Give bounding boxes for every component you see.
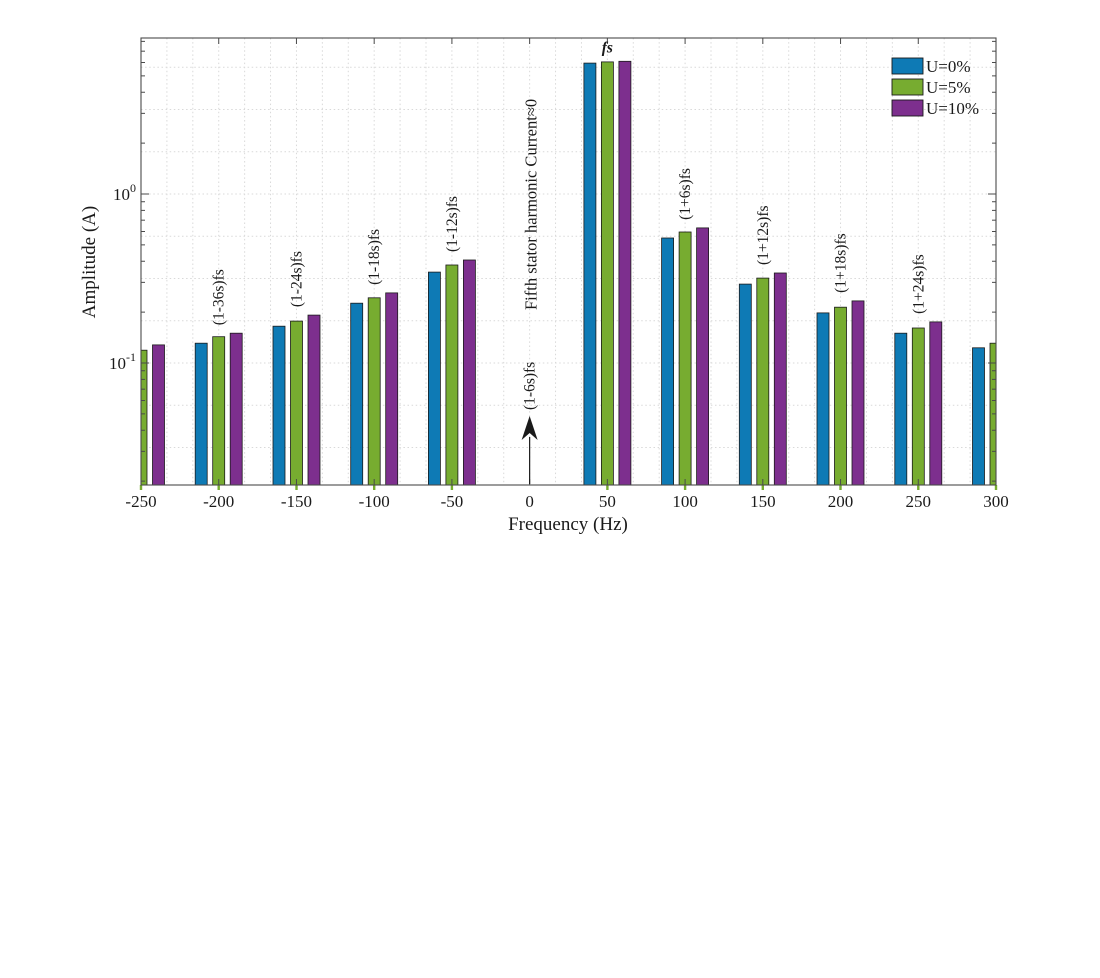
tick-layer: -250 -200 -150 -100 -50 0 50 100 150 200 250 300 100…: [109, 38, 1009, 511]
harmonic-label--50hz: (1-12s)fs: [444, 196, 461, 252]
axes-box: [140, 37, 997, 486]
x-tick-label-100: 100: [672, 492, 698, 511]
harmonic-label--150hz: (1-24s)fs: [289, 251, 306, 307]
bar-U10--100hz: [385, 292, 399, 485]
bar-U5-150hz: [756, 277, 770, 485]
y-tick-label-1e0: 100: [113, 181, 136, 204]
bar-U0--100hz: [350, 302, 364, 485]
x-axis-title: Frequency (Hz): [508, 514, 628, 535]
bar-base-notch: [917, 485, 920, 490]
harmonic-label-100hz: (1+6s)fs: [677, 168, 694, 220]
harmonic-label-150hz: (1+12s)fs: [755, 205, 772, 265]
bar-U5--250hz: [141, 349, 148, 485]
x-tick-label-50: 50: [599, 492, 616, 511]
bar-U10-250hz: [929, 321, 943, 485]
harmonic-label-200hz: (1+18s)fs: [833, 233, 850, 293]
bar-base-notch: [217, 485, 220, 490]
bar-U5--150hz: [290, 320, 303, 485]
annotation-arrow-head: [521, 416, 538, 440]
annotation-layer: fs (1-6s)fs Fifth stator harmonic Current≈…: [521, 39, 613, 484]
bar-base-notch: [606, 485, 609, 490]
legend: U=0% U=5% U=10%: [891, 57, 979, 118]
x-tick-label--200: -200: [203, 492, 234, 511]
x-tick-label--150: -150: [281, 492, 312, 511]
x-tick-label--50: -50: [441, 492, 464, 511]
x-tick-label--100: -100: [359, 492, 390, 511]
harmonic-label--100hz: (1-18s)fs: [366, 229, 383, 285]
arrow-label-1-6s-fs: (1-6s)fs: [522, 362, 539, 410]
plot-frame: [139, 37, 998, 490]
bar-U10--200hz: [229, 332, 243, 485]
x-tick-label-0: 0: [525, 492, 534, 511]
legend-swatch-U10: [891, 99, 924, 117]
bar-U5--50hz: [445, 264, 459, 485]
bar-U5-100hz: [678, 231, 692, 485]
bar-base-notch: [139, 485, 143, 490]
x-tick-label-250: 250: [906, 492, 932, 511]
y-tick-label-1e-1: 10-1: [109, 350, 136, 373]
bar-U10-100hz: [696, 227, 709, 485]
bar-base-notch: [295, 485, 298, 490]
bar-U5-50hz: [601, 61, 614, 485]
bar-U0-100hz: [661, 237, 674, 485]
harmonic-label--200hz: (1-36s)fs: [211, 269, 228, 325]
peak-label-fs: fs: [602, 39, 613, 56]
bars-layer: [141, 60, 996, 485]
bar-U0-50hz: [583, 62, 597, 485]
bar-U10--50hz: [462, 259, 476, 485]
bar-U10--150hz: [307, 314, 321, 485]
bar-U0--50hz: [427, 271, 441, 485]
bar-base-notch: [761, 485, 764, 490]
note-fifth-stator-harmonic: Fifth stator harmonic Current≈0: [522, 99, 541, 310]
bar-base-notch: [683, 485, 687, 490]
x-tick-label-300: 300: [983, 492, 1009, 511]
harmonic-label-layer: (1-36s)fs (1-24s)fs (1-18s)fs (1-12s)fs (1+6…: [211, 168, 928, 325]
bar-base-notch: [450, 485, 454, 490]
bar-base-notch: [994, 485, 998, 490]
bar-U0-300hz: [972, 347, 985, 485]
bar-base-notch: [373, 485, 376, 490]
bar-U5-200hz: [834, 306, 847, 485]
legend-label-U5: U=5%: [926, 78, 971, 97]
legend-label-U0: U=0%: [926, 57, 971, 76]
harmonic-label-250hz: (1+24s)fs: [910, 254, 927, 314]
bar-U0--150hz: [272, 325, 286, 485]
bar-base-notch: [839, 485, 842, 490]
grid-layer: [141, 38, 996, 485]
bar-U0-250hz: [894, 332, 908, 485]
bar-U5--100hz: [367, 297, 381, 485]
bar-U10-50hz: [618, 60, 632, 485]
bar-U10-200hz: [851, 300, 865, 485]
legend-swatch-U5: [891, 78, 924, 96]
x-tick-label-150: 150: [750, 492, 776, 511]
bar-U5--200hz: [212, 336, 226, 485]
bar-U0--200hz: [194, 342, 208, 485]
bar-U5-250hz: [911, 327, 925, 485]
bar-U0-200hz: [816, 312, 830, 485]
x-tick-label--250: -250: [125, 492, 156, 511]
bar-U10-150hz: [773, 272, 787, 485]
bar-U0-150hz: [738, 283, 752, 485]
x-tick-label-200: 200: [828, 492, 854, 511]
bar-U10--250hz: [152, 344, 165, 485]
y-axis-title: Amplitude (A): [79, 206, 100, 318]
legend-swatch-U0: [891, 57, 924, 75]
legend-label-U10: U=10%: [926, 99, 979, 118]
